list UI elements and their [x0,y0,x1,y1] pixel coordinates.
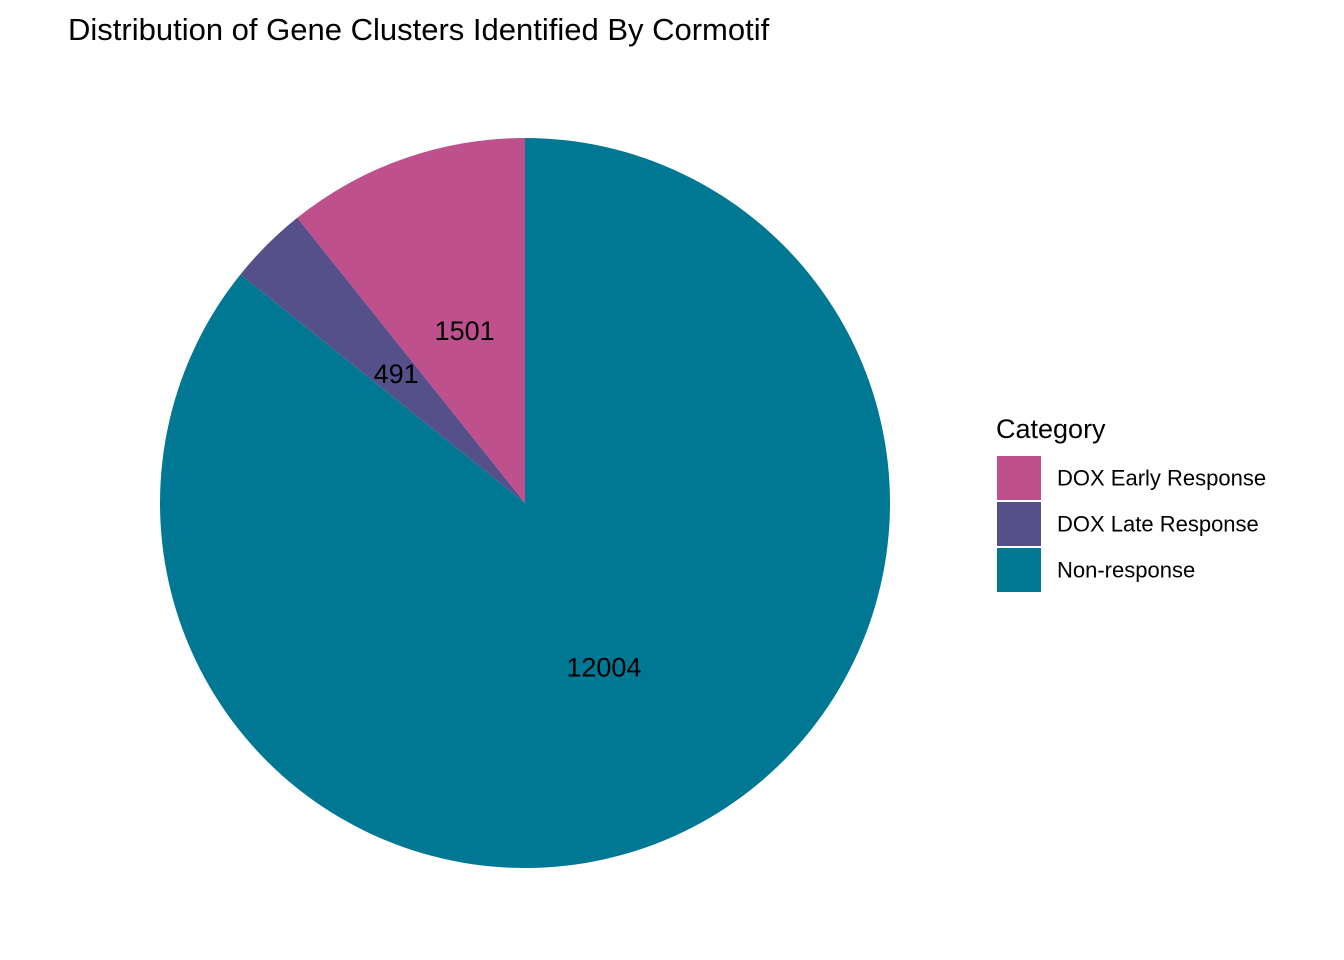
legend: Category DOX Early Response DOX Late Resp… [996,414,1266,592]
pie-slice-non-response [160,138,891,868]
chart-title: Distribution of Gene Clusters Identified… [68,12,770,47]
legend-key-dox-late-response [997,502,1041,546]
legend-label-dox-early-response: DOX Early Response [1057,466,1266,491]
slice-value-label-non-response: 12004 [566,653,641,683]
legend-label-dox-late-response: DOX Late Response [1057,512,1259,537]
slice-value-label-dox-late-response: 491 [374,359,419,389]
legend-key-non-response [997,548,1041,592]
slice-value-label-dox-early-response: 1501 [435,316,495,346]
pie-value-labels: 1501 491 12004 [374,316,642,683]
legend-title: Category [996,414,1106,444]
pie-slice-dox-early-response [297,138,525,503]
legend-label-non-response: Non-response [1057,558,1195,583]
legend-key-dox-early-response [997,456,1041,500]
pie-slices [160,138,891,868]
pie-slice-dox-late-response [240,217,525,503]
